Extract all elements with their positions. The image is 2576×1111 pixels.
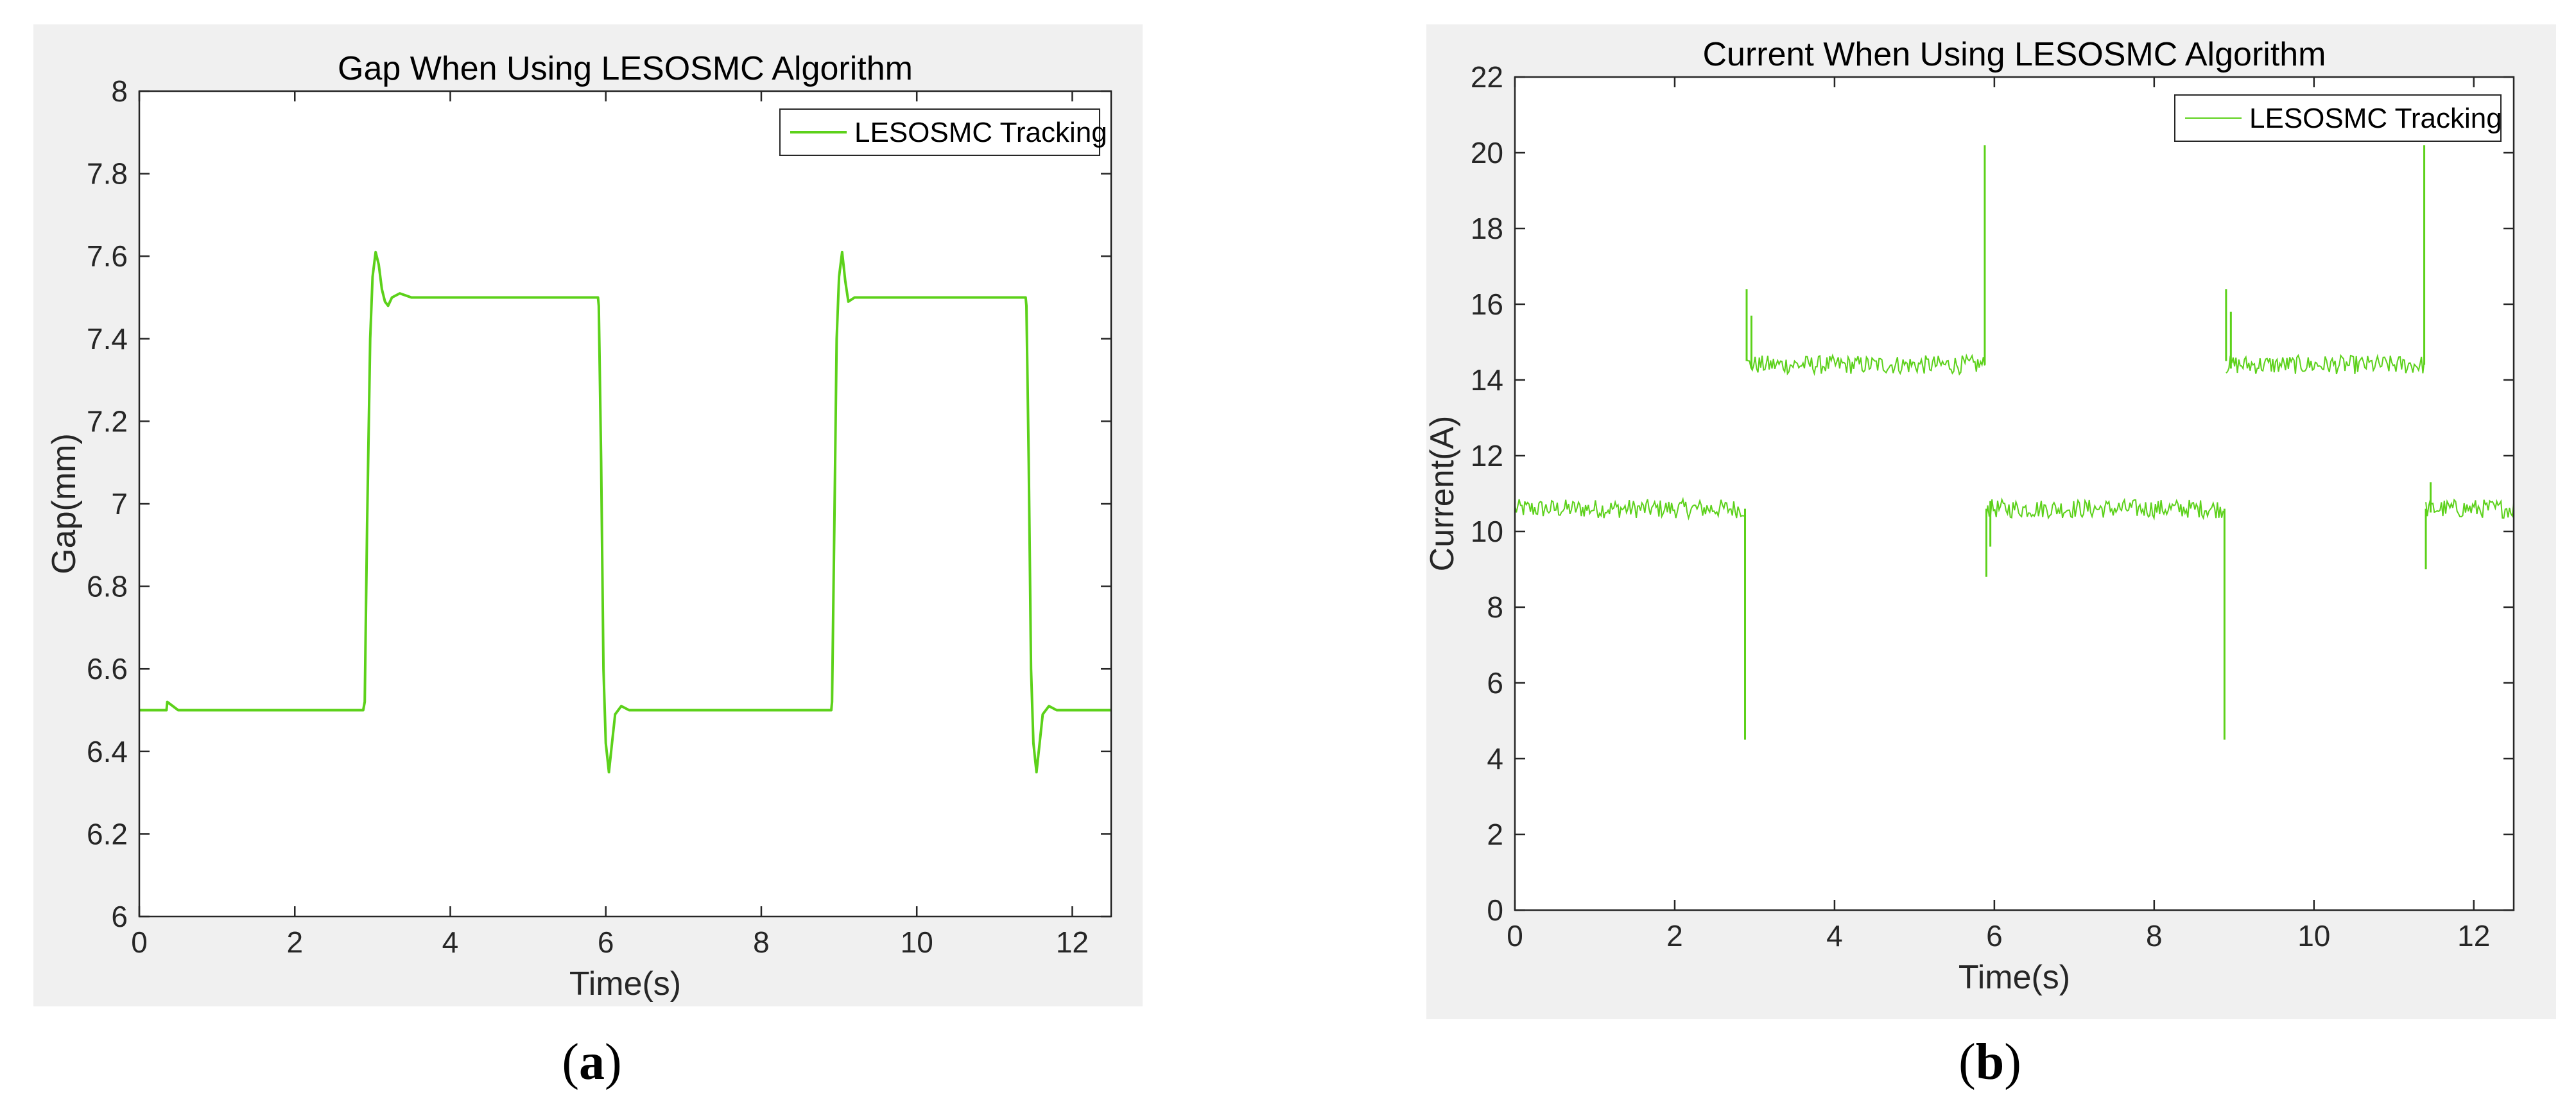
chart-panel-current: Current When Using LESOSMC Algorithm 0 2 4 6… xyxy=(1424,24,2556,1019)
y-tick-label: 2 xyxy=(1487,818,1503,851)
x-tick-label: 6 xyxy=(598,926,614,959)
y-tick-label: 6.8 xyxy=(87,570,128,603)
x-tick-label: 10 xyxy=(901,926,933,959)
y-tick-label: 7.8 xyxy=(87,157,128,191)
y-tick-label: 6.2 xyxy=(87,817,128,850)
plot-area xyxy=(139,91,1111,917)
gap-chart: Gap When Using LESOSMC Algorithm 0 2 4 6 8 10 1… xyxy=(46,50,1112,1003)
chart-title: Gap When Using LESOSMC Algorithm xyxy=(338,50,913,87)
y-tick-label: 10 xyxy=(1471,515,1503,548)
plot-area xyxy=(1515,77,2514,910)
y-tick-label: 7.2 xyxy=(87,404,128,438)
caption-a: (a) xyxy=(562,1034,622,1090)
y-tick-label: 16 xyxy=(1471,288,1503,321)
series-b-0 xyxy=(1514,145,2514,740)
chart-panel-gap: Gap When Using LESOSMC Algorithm 0 2 4 6 8 10 1… xyxy=(33,24,1143,1006)
y-tick-label: 14 xyxy=(1471,363,1503,397)
legend: LESOSMC Tracking xyxy=(2174,94,2502,142)
y-tick-label: 6 xyxy=(1487,666,1503,700)
y-tick-label: 7.6 xyxy=(87,239,128,273)
x-tick-label: 0 xyxy=(131,926,148,959)
y-tick-label: 4 xyxy=(1487,742,1503,775)
x-tick-label: 6 xyxy=(1986,919,2003,952)
y-axis-title: Gap(mm) xyxy=(46,433,83,574)
caption-a-letter: a xyxy=(579,1034,605,1090)
x-tick-label: 2 xyxy=(286,926,303,959)
y-tick-label: 18 xyxy=(1471,212,1503,245)
series-noise-segment xyxy=(2425,498,2514,519)
series-noise-segment xyxy=(1746,353,1985,376)
chart-title: Current When Using LESOSMC Algorithm xyxy=(1702,36,2326,73)
y-tick-label: 6 xyxy=(111,900,128,933)
x-tick-label: 2 xyxy=(1666,919,1683,952)
series-a-0 xyxy=(139,250,1111,773)
y-tick-label: 6.4 xyxy=(87,735,128,768)
legend-label: LESOSMC Tracking xyxy=(854,117,1107,148)
y-tick-label: 8 xyxy=(1487,590,1503,624)
legend: LESOSMC Tracking xyxy=(779,108,1107,156)
y-tick-label: 8 xyxy=(111,74,128,108)
y-axis-title: Current(A) xyxy=(1424,416,1461,572)
series-noise-segment xyxy=(2226,354,2425,375)
x-tick-label: 12 xyxy=(2457,919,2490,952)
y-tick-label: 7 xyxy=(111,487,128,521)
caption-b-letter: b xyxy=(1975,1034,2005,1090)
series-noise-segment xyxy=(1514,497,1745,521)
y-tick-label: 0 xyxy=(1487,893,1503,927)
x-tick-label: 4 xyxy=(442,926,459,959)
series-line xyxy=(139,250,1111,773)
y-tick-label: 6.6 xyxy=(87,652,128,685)
x-tick-label: 4 xyxy=(1826,919,1843,952)
y-tick-label: 22 xyxy=(1471,60,1503,94)
x-tick-label: 0 xyxy=(1507,919,1523,952)
y-tick-label: 7.4 xyxy=(87,322,128,356)
x-axis-title: Time(s) xyxy=(1958,959,2070,996)
caption-b: (b) xyxy=(1958,1034,2021,1090)
axes-box xyxy=(1514,76,2515,911)
legend-label: LESOSMC Tracking xyxy=(2249,103,2502,134)
x-tick-label: 8 xyxy=(2146,919,2163,952)
x-tick-label: 12 xyxy=(1056,926,1089,959)
current-chart: Current When Using LESOSMC Algorithm 0 2 4 6… xyxy=(1424,36,2515,996)
x-tick-label: 10 xyxy=(2297,919,2330,952)
y-tick-label: 12 xyxy=(1471,439,1503,472)
y-tick-label: 20 xyxy=(1471,136,1503,169)
series-noise-segment xyxy=(1985,497,2225,521)
x-axis-title: Time(s) xyxy=(569,965,681,1003)
x-tick-label: 8 xyxy=(753,926,770,959)
